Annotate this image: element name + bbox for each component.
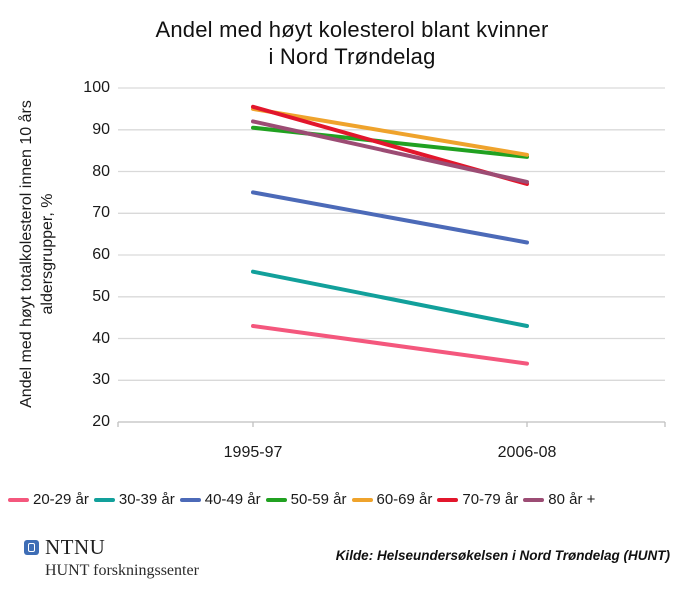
legend-dash-icon xyxy=(93,497,115,502)
legend-item-50-59år: 50-59 år xyxy=(265,491,347,508)
y-tick-label-50: 50 xyxy=(92,287,110,305)
chart-title: Andel med høyt kolesterol blant kvinner … xyxy=(26,16,678,70)
y-tick-label-60: 60 xyxy=(92,246,110,263)
legend-dash-icon xyxy=(179,497,201,502)
legend-label: 30-39 år xyxy=(118,491,175,508)
y-tick-label-30: 30 xyxy=(92,371,110,389)
y-axis-title: Andel med høyt totalkolesterol innen 10 … xyxy=(16,64,58,444)
series-line-40-49år xyxy=(251,190,529,245)
legend-item-30-39år: 30-39 år xyxy=(93,491,175,508)
series-line-20-29år xyxy=(251,324,529,366)
hunt-research-center-label: HUNT forskningssenter xyxy=(45,562,199,579)
y-axis-title-line2: aldersgrupper, % xyxy=(39,193,56,315)
series-line-80år+ xyxy=(251,119,529,184)
legend-item-70-79år: 70-79 år xyxy=(437,491,518,508)
y-axis-title-line1: Andel med høyt totalkolesterol innen 10 … xyxy=(18,100,35,408)
legend-item-80år+: 80 år + xyxy=(523,491,595,508)
y-tick-label-100: 100 xyxy=(83,79,110,96)
source-citation: Kilde: Helseundersøkelsen i Nord Trøndel… xyxy=(335,548,670,563)
legend-label: 40-49 år xyxy=(204,491,261,508)
legend-dash-icon xyxy=(437,497,459,502)
x-tick-label-2006-08: 2006-08 xyxy=(497,444,557,461)
legend-item-60-69år: 60-69 år xyxy=(351,491,433,508)
legend-dash-icon xyxy=(523,497,545,502)
series-line-30-39år xyxy=(251,269,529,328)
y-tick-label-90: 90 xyxy=(92,120,110,138)
legend-label: 20-29 år xyxy=(33,491,89,508)
ntnu-logo-icon xyxy=(24,540,39,555)
y-tick-label-40: 40 xyxy=(92,329,110,347)
ntnu-logo-block: NTNU HUNT forskningssenter xyxy=(24,535,199,580)
legend-dash-icon xyxy=(8,497,29,502)
legend-label: 70-79 år xyxy=(462,491,519,508)
legend-label: 80 år + xyxy=(548,491,596,508)
legend-dash-icon xyxy=(265,497,287,502)
chart-legend: 20-29 år 30-39 år 40-49 år 50-59 år 60-69 år… xyxy=(8,491,595,508)
chart-title-line2: i Nord Trøndelag xyxy=(268,44,436,69)
series-line-60-69år xyxy=(251,106,529,157)
legend-dash-icon xyxy=(351,497,373,502)
legend-item-40-49år: 40-49 år xyxy=(179,491,261,508)
legend-label: 60-69 år xyxy=(376,491,433,508)
y-tick-label-80: 80 xyxy=(92,162,110,180)
legend-label: 50-59 år xyxy=(290,491,347,508)
legend-item-20-29år: 20-29 år xyxy=(8,491,89,508)
ntnu-logo-text: NTNU xyxy=(45,535,106,559)
y-tick-label-20: 20 xyxy=(92,413,110,430)
x-tick-label-1995-97: 1995-97 xyxy=(223,444,283,461)
chart-title-line1: Andel med høyt kolesterol blant kvinner xyxy=(155,17,549,42)
y-tick-label-70: 70 xyxy=(92,204,110,222)
